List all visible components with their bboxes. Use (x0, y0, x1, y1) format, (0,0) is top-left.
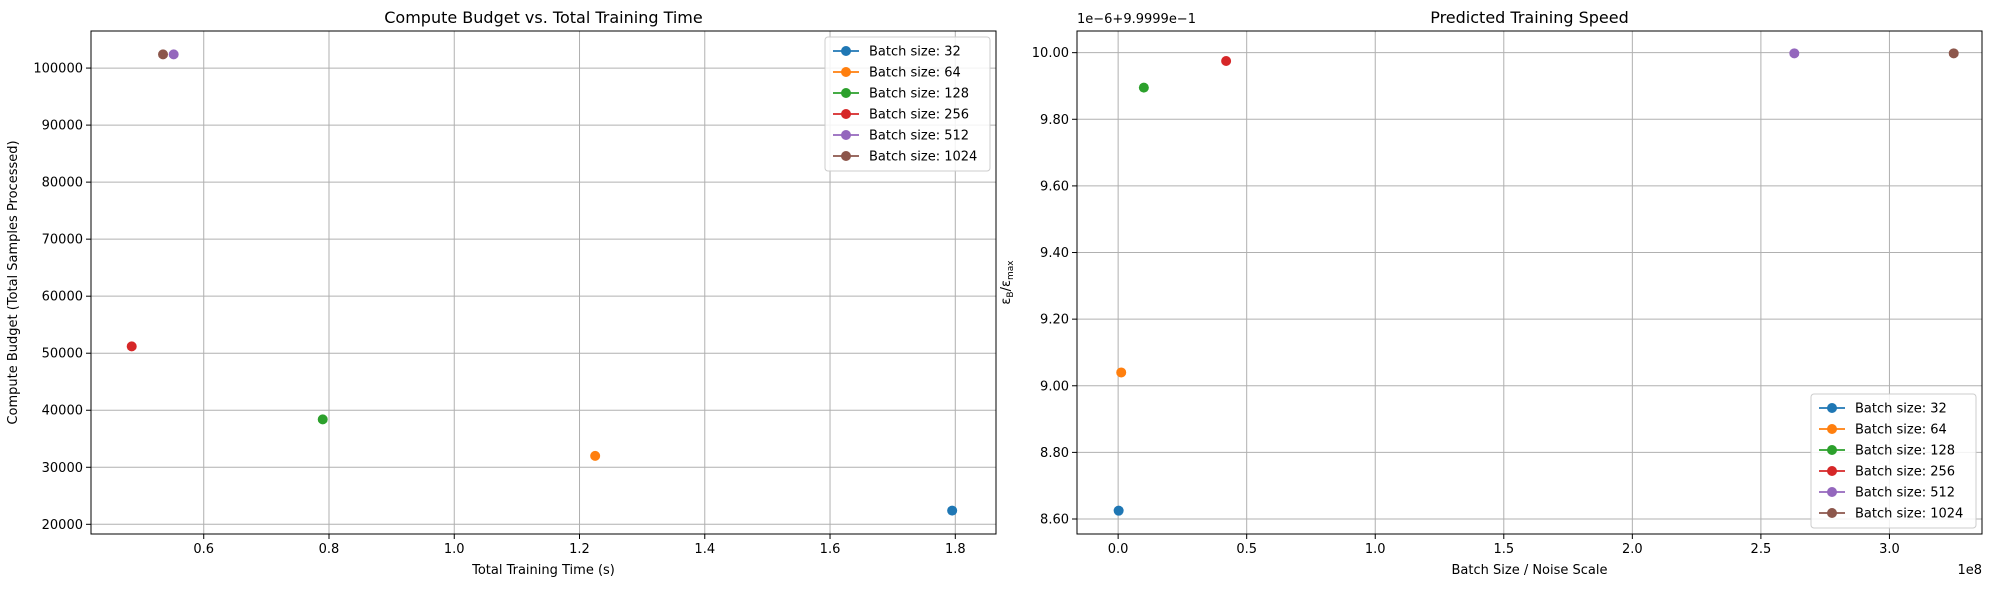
legend-label: Batch size: 64 (869, 66, 961, 81)
data-point-256 (1221, 55, 1232, 66)
y-tick-label: 8.80 (1040, 446, 1069, 461)
y-tick-label: 80000 (42, 176, 83, 191)
data-point-512 (168, 49, 179, 60)
y-tick-label: 60000 (42, 290, 83, 305)
legend-marker (1827, 445, 1837, 455)
x-tick-label: 1.6 (820, 542, 841, 557)
chart-title: Predicted Training Speed (1430, 8, 1629, 27)
legend-marker (1827, 508, 1837, 518)
x-axis-label: Batch Size / Noise Scale (1452, 563, 1608, 578)
data-point-1024 (158, 49, 169, 60)
axes-frame (90, 30, 997, 535)
x-tick-label: 1.2 (569, 542, 590, 557)
legend-marker (841, 46, 851, 56)
y-tick-label: 10.00 (1032, 46, 1069, 61)
data-point-1024 (1948, 48, 1959, 59)
legend-label: Batch size: 128 (1855, 444, 1955, 459)
legend-label: Batch size: 32 (869, 45, 961, 60)
legend-marker (841, 88, 851, 98)
x-tick-label: 2.0 (1622, 542, 1643, 557)
x-tick-label: 0.8 (319, 542, 340, 557)
data-point-64 (1116, 367, 1127, 378)
x-tick-label: 3.0 (1879, 542, 1900, 557)
legend: Batch size: 32 Batch size: 64 Batch size: … (1810, 393, 1977, 529)
y-tick-label: 30000 (42, 461, 83, 476)
x-tick-label: 1.0 (444, 542, 465, 557)
y-tick-label: 100000 (33, 62, 83, 77)
legend-label: Batch size: 1024 (1855, 507, 1963, 522)
legend-label: Batch size: 512 (1855, 486, 1955, 501)
x-tick-label: 0.5 (1236, 542, 1257, 557)
y-tick-label: 70000 (42, 233, 83, 248)
chart-predicted-training-speed: 0.0 0.5 1.0 1.5 2.0 2.5 3.0 8.60 8.80 9.00 9.20 9.4… (999, 8, 1983, 578)
data-point-512 (1789, 48, 1800, 59)
y-tick-label: 40000 (42, 404, 83, 419)
x-tick-label: 1.8 (945, 542, 966, 557)
x-tick-label: 0.6 (193, 542, 214, 557)
y-tick-label: 90000 (42, 119, 83, 134)
data-point-256 (126, 341, 137, 352)
legend-label: Batch size: 512 (869, 129, 969, 144)
legend-label: Batch size: 1024 (869, 150, 977, 165)
grid (1077, 31, 1982, 534)
legend-label: Batch size: 32 (1855, 402, 1947, 417)
y-tick-label: 9.60 (1040, 179, 1069, 194)
legend-frame (824, 36, 991, 172)
x-tick-label: 1.4 (694, 542, 715, 557)
y-tick-label: 9.40 (1040, 246, 1069, 261)
y-axis-label: εB/εmax (999, 260, 1016, 305)
data-point-32 (947, 505, 958, 516)
x-offset-label: 1e8 (1957, 563, 1982, 578)
legend-marker (841, 130, 851, 140)
x-tick-label: 1.0 (1365, 542, 1386, 557)
legend-marker (841, 109, 851, 119)
axes-frame (1076, 30, 1983, 535)
legend-label: Batch size: 64 (1855, 423, 1947, 438)
y-tick-label: 9.20 (1040, 313, 1069, 328)
y-tick-label: 8.60 (1040, 513, 1069, 528)
y-offset-label: 1e−6+9.9999e−1 (1077, 12, 1196, 27)
legend-label: Batch size: 256 (869, 108, 969, 123)
x-tick-label: 1.5 (1493, 542, 1514, 557)
chart-title: Compute Budget vs. Total Training Time (384, 8, 702, 27)
y-tick-label: 50000 (42, 347, 83, 362)
legend: Batch size: 32 Batch size: 64 Batch size: … (824, 36, 991, 172)
x-axis-label: Total Training Time (s) (471, 563, 615, 578)
data-point-32 (1113, 505, 1124, 516)
legend-marker (841, 67, 851, 77)
data-point-128 (1138, 82, 1149, 93)
legend-marker (841, 151, 851, 161)
legend-marker (1827, 403, 1837, 413)
legend-marker (1827, 424, 1837, 434)
data-point-128 (317, 414, 328, 425)
x-tick-label: 2.5 (1751, 542, 1772, 557)
y-tick-label: 9.00 (1040, 379, 1069, 394)
y-tick-label: 9.80 (1040, 113, 1069, 128)
chart-compute-budget: 0.6 0.8 1.0 1.2 1.4 1.6 1.8 20000 30000 40000 5000… (6, 8, 997, 578)
legend-label: Batch size: 128 (869, 87, 969, 102)
legend-marker (1827, 487, 1837, 497)
legend-label: Batch size: 256 (1855, 465, 1955, 480)
legend-frame (1810, 393, 1977, 529)
x-tick-label: 0.0 (1108, 542, 1129, 557)
y-tick-label: 20000 (42, 518, 83, 533)
y-axis-label: Compute Budget (Total Samples Processed) (6, 140, 21, 424)
data-point-64 (590, 450, 601, 461)
legend-marker (1827, 466, 1837, 476)
